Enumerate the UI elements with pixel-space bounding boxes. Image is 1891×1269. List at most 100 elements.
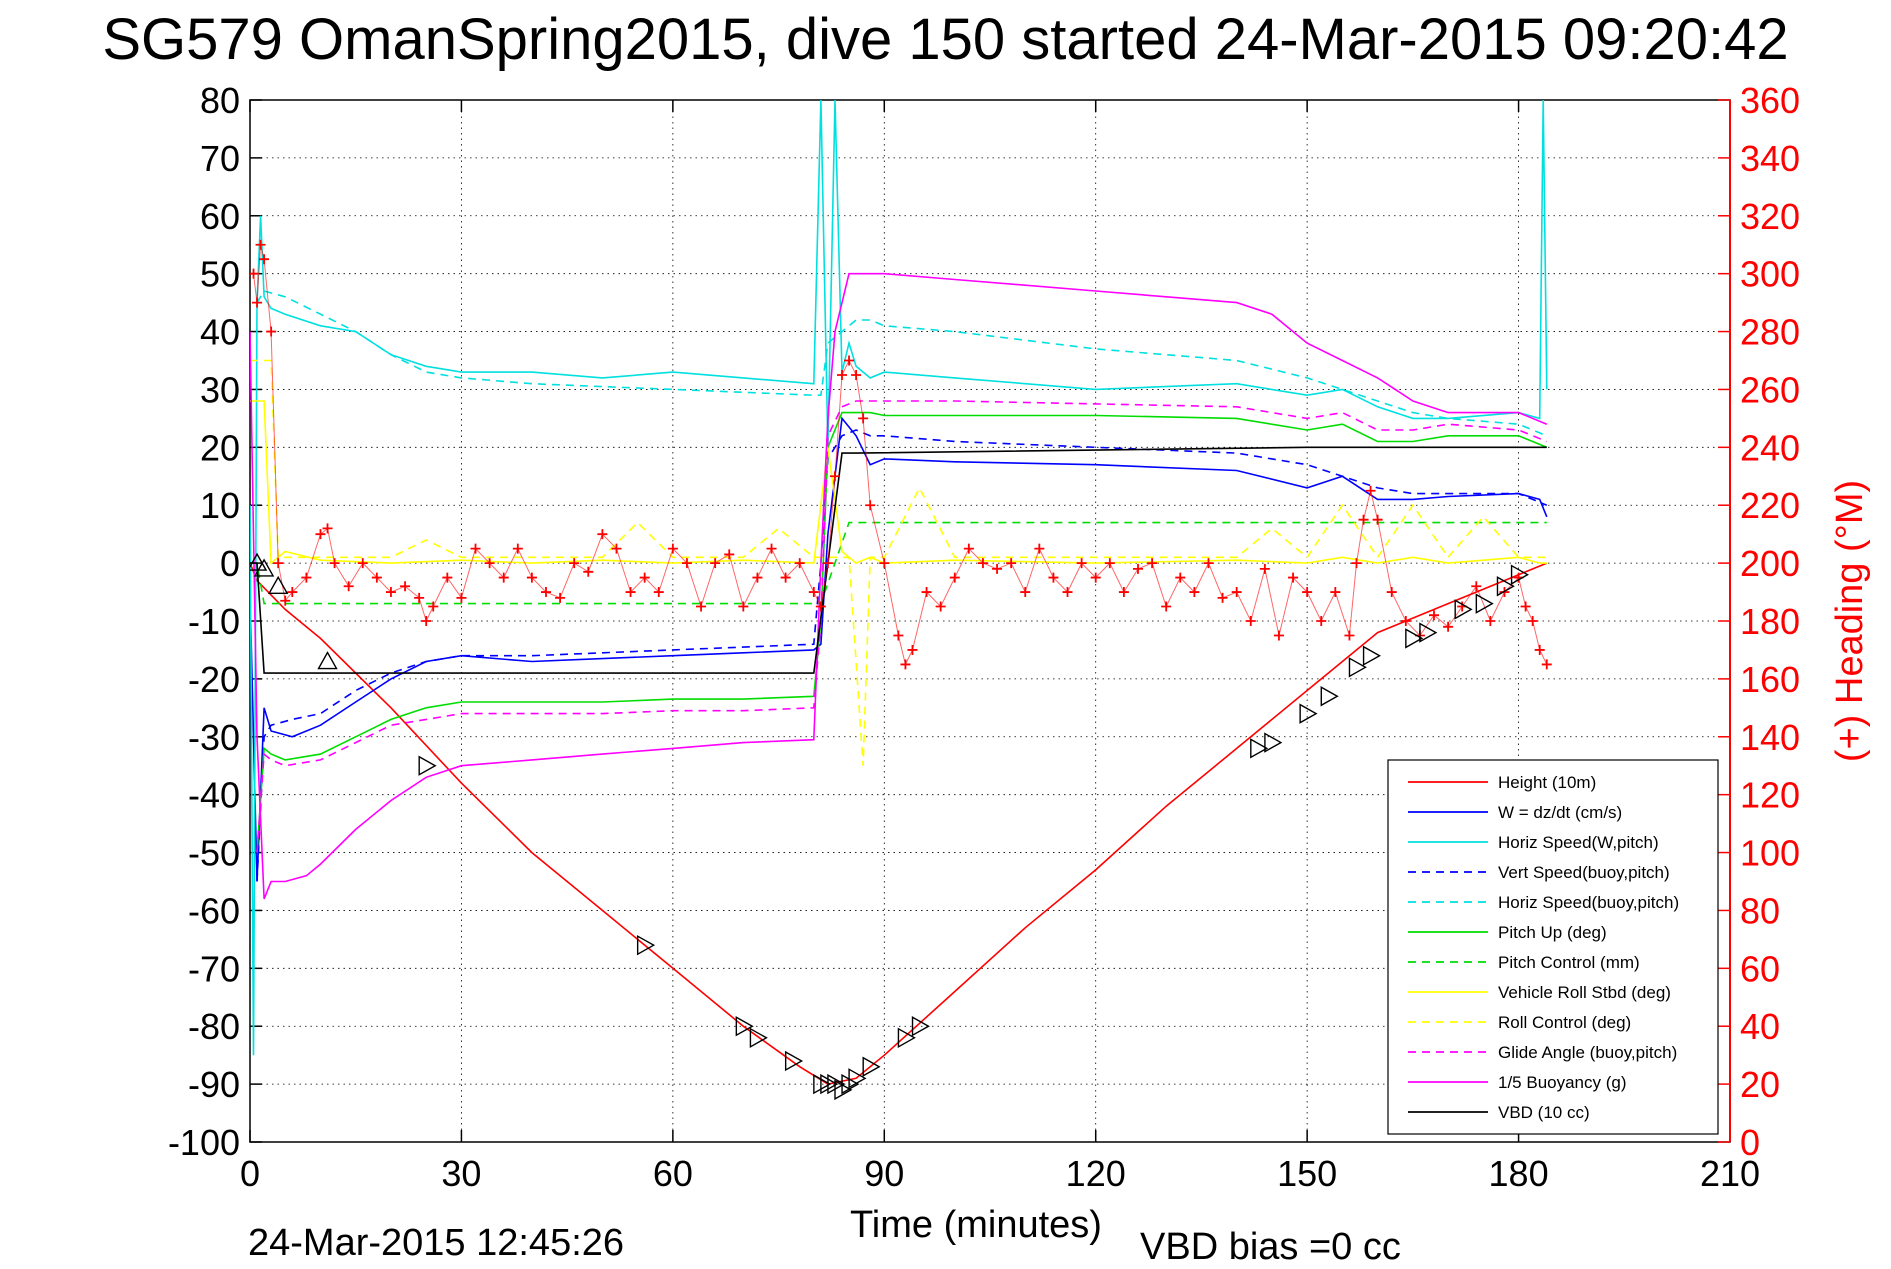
heading-marker (1365, 485, 1376, 496)
series-line-1 (250, 416, 1548, 882)
heading-marker (935, 601, 946, 612)
triangle-marker (1496, 576, 1515, 597)
heading-marker (583, 566, 594, 577)
heading-marker (907, 644, 918, 655)
heading-marker (569, 558, 580, 569)
y2-tick-label: 60 (1740, 948, 1780, 989)
heading-marker (526, 572, 537, 583)
heading-marker (808, 587, 819, 598)
heading-marker (280, 595, 291, 606)
heading-marker (322, 523, 333, 534)
heading-marker (844, 355, 855, 366)
triangle-marker (834, 1079, 853, 1101)
heading-marker (681, 558, 692, 569)
triangle-marker (820, 1073, 839, 1095)
triangle-marker (827, 1073, 846, 1095)
triangle-marker (418, 755, 437, 776)
y-tick-label: 70 (200, 138, 240, 179)
legend-label: Horiz Speed(W,pitch) (1498, 833, 1659, 852)
heading-marker (1076, 558, 1087, 569)
x-axis: 0 30 60 90 120 150 180 210 (240, 100, 1760, 1194)
heading-marker (252, 297, 263, 308)
legend-label: Height (10m) (1498, 773, 1596, 792)
y-tick-label: -60 (188, 890, 240, 931)
heading-marker (963, 543, 974, 554)
y2-tick-label: 20 (1740, 1064, 1780, 1105)
series-line-9 (256, 400, 1548, 853)
heading-marker (1471, 581, 1482, 592)
heading-markers (250, 239, 1552, 670)
heading-marker (1133, 563, 1143, 574)
heading-marker (1104, 558, 1115, 569)
triangle-marker (813, 1073, 832, 1095)
heading-marker (315, 529, 326, 540)
y-tick-label: -100 (168, 1122, 240, 1163)
legend-box (1387, 759, 1719, 1135)
legend-label: Glide Angle (buoy,pitch) (1498, 1043, 1677, 1062)
heading-marker (625, 587, 636, 598)
legend-label: Horiz Speed(buoy,pitch) (1498, 893, 1679, 912)
heading-marker (1344, 630, 1355, 641)
heading-marker (255, 239, 266, 250)
heading-marker (879, 558, 890, 569)
triangle-marker (848, 1068, 867, 1089)
heading-marker (597, 529, 608, 540)
triangle-marker (1475, 593, 1494, 614)
heading-marker (815, 601, 826, 612)
triangle-marker (911, 1016, 930, 1037)
x-tick-label: 90 (864, 1153, 904, 1194)
x-tick-label: 0 (240, 1153, 260, 1194)
legend-label: Pitch Up (deg) (1498, 923, 1607, 942)
heading-marker (1189, 587, 1200, 598)
heading-marker (329, 558, 340, 569)
y2-tick-label: 240 (1740, 427, 1800, 468)
series-line-8 (250, 359, 1547, 766)
y2-tick-label: 220 (1740, 485, 1800, 526)
heading-marker (611, 543, 622, 554)
legend-label: 1/5 Buoyancy (g) (1498, 1073, 1627, 1092)
y-tick-label: 0 (220, 543, 240, 584)
y-tick-label: -30 (188, 717, 240, 758)
triangle-marker (1348, 657, 1367, 678)
heading-marker (357, 558, 368, 569)
legend-label: W = dz/dt (cm/s) (1498, 803, 1622, 822)
y2-tick-label: 180 (1740, 601, 1800, 642)
y-tick-label: -10 (188, 601, 240, 642)
heading-marker (1118, 587, 1129, 598)
heading-marker (1259, 563, 1270, 574)
legend: Height (10m) W = dz/dt (cm/s) Horiz Speed(… (1387, 759, 1719, 1135)
heading-marker (421, 616, 432, 626)
heading-marker (858, 413, 869, 424)
heading-marker (900, 659, 911, 670)
heading-marker (639, 572, 650, 583)
heading-marker (1541, 659, 1552, 670)
heading-marker (498, 572, 509, 583)
heading-marker (343, 581, 354, 592)
triangle-marker (1419, 622, 1438, 643)
legend-label: Vehicle Roll Stbd (deg) (1498, 983, 1671, 1002)
y2-tick-label: 160 (1740, 659, 1800, 700)
y2-tick-label: 100 (1740, 833, 1800, 874)
heading-marker (512, 543, 523, 554)
y-axis-left: 80 70 60 50 40 30 20 10 0 -10 -20 -30 -40 -50 -60 -70 -8… (168, 80, 262, 1163)
y-tick-label: -20 (188, 659, 240, 700)
y-tick-label: 60 (200, 196, 240, 237)
triangle-marker (841, 1073, 860, 1095)
heading-marker (385, 587, 396, 598)
triangle-marker (250, 552, 268, 571)
heading-marker (738, 601, 749, 612)
heading-marker (766, 543, 777, 554)
triangle-marker (253, 558, 275, 577)
heading-marker (1048, 572, 1059, 583)
heading-marker (287, 587, 298, 598)
heading-marker (428, 601, 439, 612)
heading-marker (1217, 592, 1228, 603)
triangle-markers (250, 552, 1529, 1101)
y-tick-label: 30 (200, 369, 240, 410)
y2-tick-label: 120 (1740, 775, 1800, 816)
series-line-5 (256, 411, 1548, 853)
x-tick-label: 180 (1489, 1153, 1549, 1194)
triangle-marker (636, 934, 656, 956)
legend-label: Roll Control (deg) (1498, 1013, 1631, 1032)
heading-marker (1485, 616, 1496, 626)
